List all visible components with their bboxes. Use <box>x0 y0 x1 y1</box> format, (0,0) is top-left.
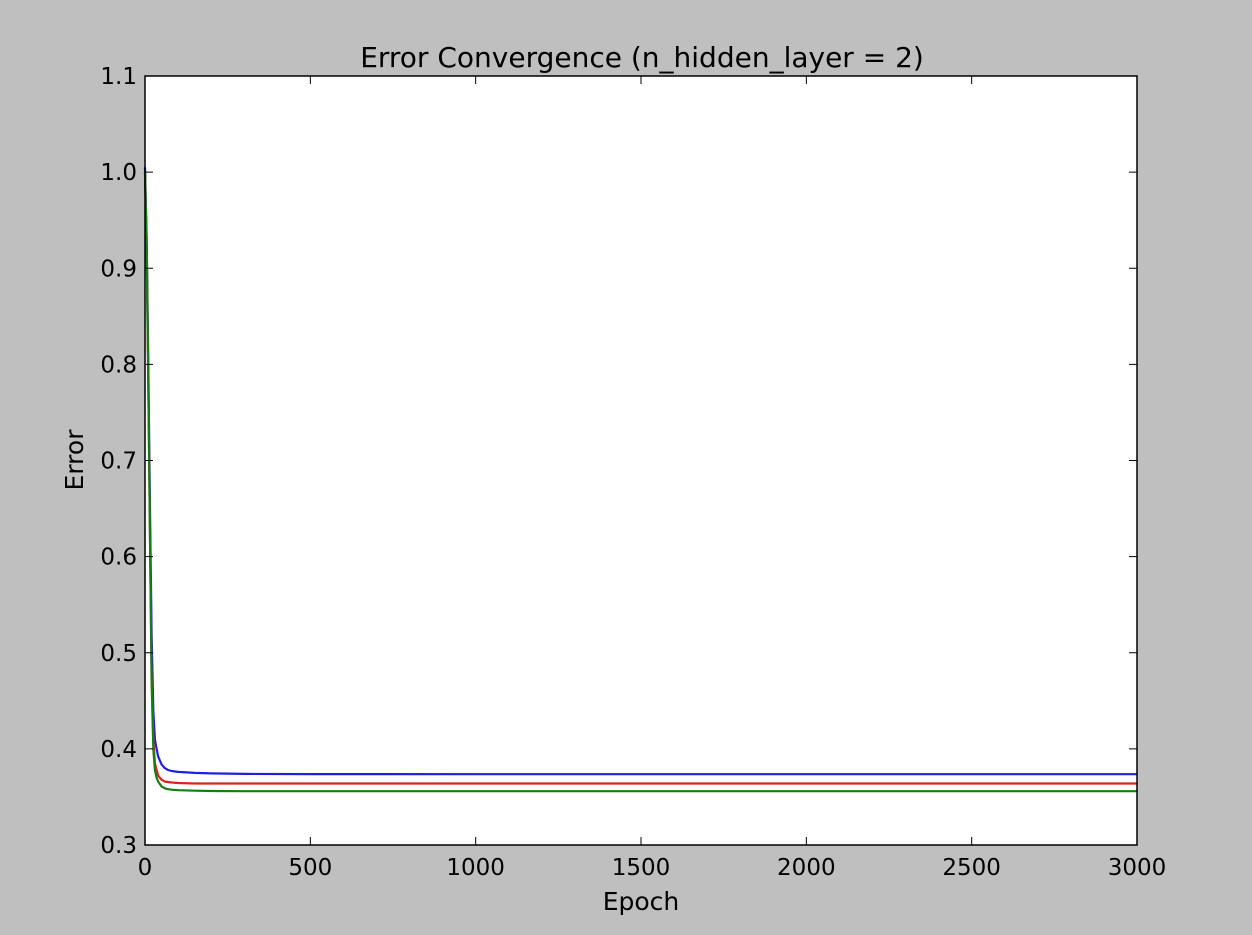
x-tick-label: 1000 <box>446 855 505 881</box>
series-layer <box>143 167 1137 793</box>
x-tick-label: 3000 <box>1108 855 1167 881</box>
y-tick-label: 0.6 <box>100 545 137 571</box>
y-tick-label: 0.7 <box>100 449 137 475</box>
y-tick-label: 0.9 <box>100 256 137 282</box>
y-tick-label: 1.1 <box>100 64 137 90</box>
y-tick-label: 0.3 <box>100 833 137 859</box>
y-tick-label: 1.0 <box>100 160 137 186</box>
y-tick-label: 0.4 <box>100 737 137 763</box>
y-tick-label: 0.5 <box>100 641 137 667</box>
x-tick-label: 1500 <box>612 855 671 881</box>
plot-frame <box>144 75 1138 846</box>
chart-title: Error Convergence (n_hidden_layer = 2) <box>360 41 924 74</box>
plot-area <box>145 76 1137 845</box>
x-tick-label: 2000 <box>777 855 836 881</box>
tick-layer: 0 500 1000 1500 2000 2500 3000 0.3 0.4 0.5 0.6 0.7 0… <box>100 64 1166 881</box>
y-tick-label: 0.8 <box>100 352 137 378</box>
x-axis-label: Epoch <box>603 887 680 916</box>
x-tick-label: 500 <box>288 855 332 881</box>
x-tick-label: 0 <box>138 855 153 881</box>
series-line-3 <box>143 172 1137 793</box>
y-axis-label: Error <box>60 429 89 491</box>
x-tick-label: 2500 <box>942 855 1001 881</box>
